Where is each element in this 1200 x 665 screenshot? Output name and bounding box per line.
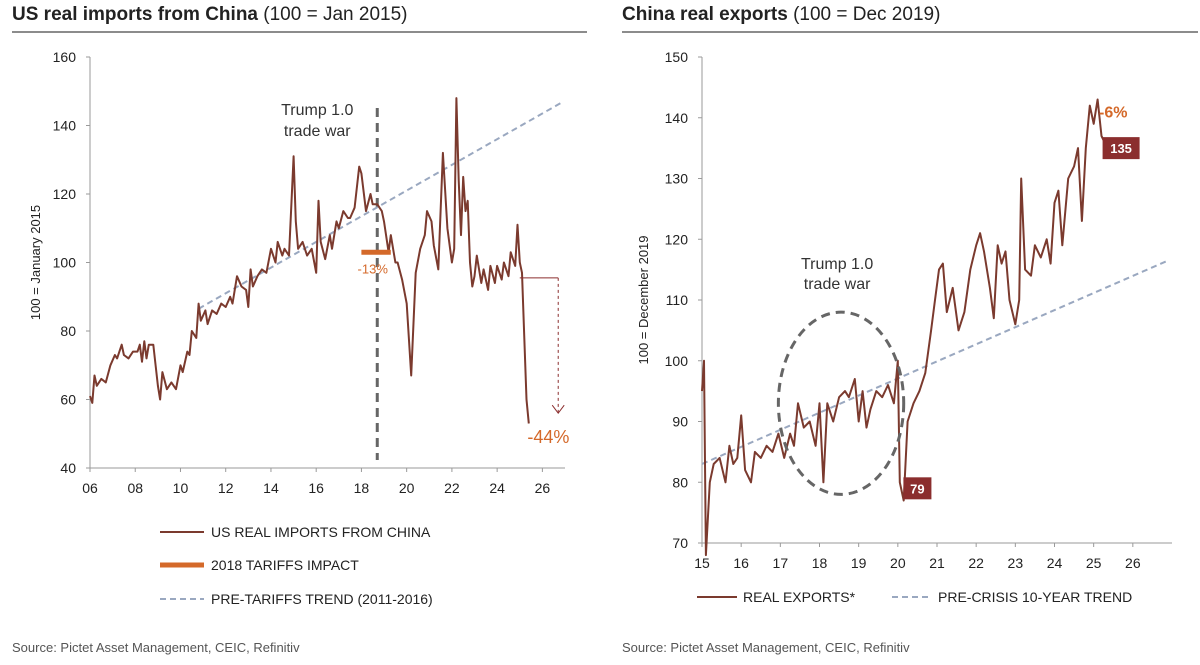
left-y-tick-label: 100 (53, 255, 77, 271)
left-legend-tariffs-label: 2018 TARIFFS IMPACT (211, 557, 359, 573)
left-y-tick-label: 40 (60, 460, 76, 476)
right-x-tick-label: 17 (773, 555, 789, 571)
left-drop-annotation: -44% (527, 427, 569, 447)
right-x-tick-label: 21 (929, 555, 945, 571)
right-y-tick-label: 150 (665, 49, 689, 65)
left-x-tick-label: 06 (82, 480, 98, 496)
left-y-axis-label: 100 = January 2015 (28, 205, 43, 320)
left-x-tick-label: 10 (173, 480, 189, 496)
right-x-tick-label: 22 (968, 555, 984, 571)
right-x-tick-label: 26 (1125, 555, 1141, 571)
right-x-tick-label: 23 (1008, 555, 1024, 571)
left-y-tick-label: 140 (53, 118, 77, 134)
right-x-tick-label: 19 (851, 555, 867, 571)
left-title-main: US real imports from China (12, 4, 258, 25)
right-title-main: China real exports (622, 4, 788, 25)
left-legend-imports-label: US REAL IMPORTS FROM CHINA (211, 524, 431, 540)
right-trade-war-ellipse (776, 310, 906, 496)
left-title-rule (12, 31, 587, 33)
left-y-tick-label: 160 (53, 49, 77, 65)
right-trump-annotation-line2: trade war (804, 276, 871, 293)
left-trump-annotation-line2: trade war (284, 123, 351, 140)
right-x-tick-label: 24 (1047, 555, 1063, 571)
left-x-tick-label: 22 (444, 480, 460, 496)
right-trend-line (701, 259, 1169, 465)
right-chart-title: China real exports (100 = Dec 2019) (622, 4, 940, 26)
left-trump-annotation-line1: Trump 1.0 (281, 102, 353, 119)
right-change-annotation: -6% (1099, 105, 1127, 122)
left-x-tick-label: 12 (218, 480, 234, 496)
right-y-tick-label: 140 (665, 110, 689, 126)
right-chart-panel: China real exports (100 = Dec 2019) 70 80… (612, 0, 1200, 665)
right-x-tick-label: 16 (733, 555, 749, 571)
right-source-note: Source: Pictet Asset Management, CEIC, R… (622, 640, 910, 655)
right-x-tick-label: 15 (694, 555, 710, 571)
left-x-tick-label: 14 (263, 480, 279, 496)
left-y-tick-label: 120 (53, 186, 77, 202)
right-y-tick-label: 80 (672, 474, 688, 490)
left-tariff-annotation: -13% (358, 262, 389, 277)
right-y-tick-label: 110 (666, 292, 689, 308)
right-value-marker-box (903, 477, 932, 500)
left-source-note: Source: Pictet Asset Management, CEIC, R… (12, 640, 300, 655)
left-imports-series-line (89, 97, 530, 424)
right-y-tick-label: 100 (665, 353, 689, 369)
left-y-tick-label: 60 (60, 392, 76, 408)
right-title-subtitle: (100 = Dec 2019) (793, 4, 941, 25)
right-value-marker-label: 79 (910, 481, 924, 496)
right-legend-trend-label: PRE-CRISIS 10-YEAR TREND (938, 589, 1132, 605)
right-x-tick-label: 18 (812, 555, 828, 571)
right-y-tick-label: 90 (672, 414, 688, 430)
left-x-tick-label: 24 (489, 480, 505, 496)
right-y-tick-label: 70 (672, 535, 688, 551)
left-x-tick-label: 20 (399, 480, 415, 496)
left-arrow-head (551, 404, 565, 415)
right-y-tick-label: 130 (665, 171, 689, 187)
right-legend-exports-label: REAL EXPORTS* (743, 589, 856, 605)
right-x-tick-label: 25 (1086, 555, 1102, 571)
left-chart-panel: US real imports from China (100 = Jan 20… (12, 4, 587, 655)
right-value-marker-box (1102, 137, 1140, 160)
right-title-rule (622, 31, 1198, 33)
right-y-tick-label: 120 (665, 231, 689, 247)
right-x-tick-label: 20 (890, 555, 906, 571)
left-legend-trend-label: PRE-TARIFFS TREND (2011-2016) (211, 591, 433, 607)
right-exports-series-line (701, 98, 1109, 557)
right-y-axis-label: 100 = December 2019 (636, 235, 651, 364)
left-x-tick-label: 18 (354, 480, 370, 496)
left-chart-svg: 40 60 80 100 120 140 160 06 08 10 12 14 16 18 20 22 24 26… (28, 49, 569, 607)
left-x-tick-label: 08 (127, 480, 143, 496)
right-trump-annotation-line1: Trump 1.0 (801, 256, 873, 273)
left-y-tick-label: 80 (60, 323, 76, 339)
left-chart-title: US real imports from China (100 = Jan 20… (12, 4, 407, 26)
right-chart-svg: 70 80 90 100 110 120 130 140 150 15 16 17 18 19 20 21 22… (636, 49, 1172, 605)
left-title-subtitle: (100 = Jan 2015) (263, 4, 408, 25)
right-value-marker-label: 135 (1110, 141, 1132, 156)
left-x-tick-label: 26 (535, 480, 551, 496)
left-x-tick-label: 16 (308, 480, 324, 496)
